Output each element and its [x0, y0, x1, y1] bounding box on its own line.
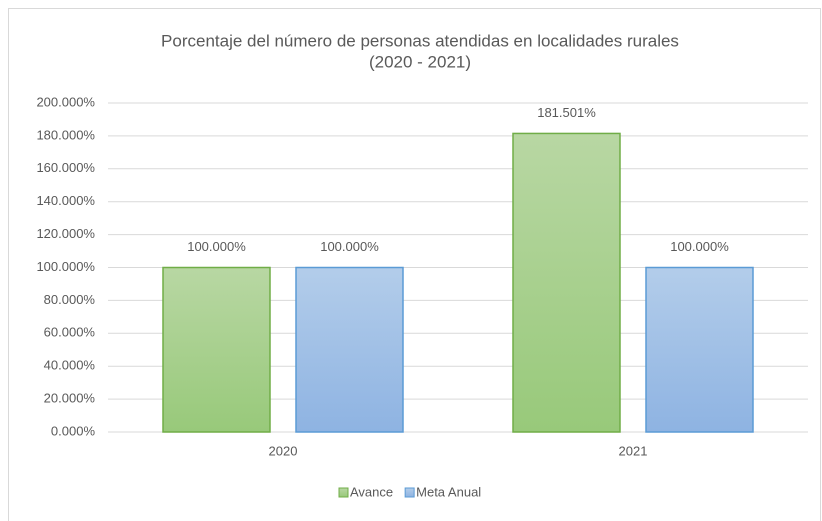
- value-label: 181.501%: [537, 105, 596, 120]
- legend-swatch: [404, 487, 415, 498]
- y-tick-label: 120.000%: [36, 226, 95, 241]
- legend-label: Avance: [350, 484, 393, 499]
- y-tick-label: 140.000%: [36, 193, 95, 208]
- chart-subtitle: (2020 - 2021): [369, 52, 471, 71]
- y-tick-label: 40.000%: [44, 358, 96, 373]
- y-tick-label: 20.000%: [44, 391, 96, 406]
- y-tick-label: 100.000%: [36, 259, 95, 274]
- legend-swatch: [338, 487, 349, 498]
- x-tick-label: 2021: [619, 443, 648, 458]
- bar: [162, 266, 271, 433]
- y-tick-label: 160.000%: [36, 160, 95, 175]
- chart-border: [8, 8, 821, 521]
- y-tick-label: 80.000%: [44, 292, 96, 307]
- x-tick-label: 2020: [269, 443, 298, 458]
- legend-label: Meta Anual: [416, 484, 481, 499]
- y-tick-label: 200.000%: [36, 94, 95, 109]
- value-label: 100.000%: [670, 239, 729, 254]
- value-label: 100.000%: [320, 239, 379, 254]
- chart-title: Porcentaje del número de personas atendi…: [161, 31, 679, 50]
- bar: [295, 266, 404, 433]
- y-tick-label: 0.000%: [51, 423, 96, 438]
- value-label: 100.000%: [187, 239, 246, 254]
- y-tick-label: 60.000%: [44, 325, 96, 340]
- bar: [512, 132, 621, 433]
- y-tick-label: 180.000%: [36, 127, 95, 142]
- bar: [645, 266, 754, 433]
